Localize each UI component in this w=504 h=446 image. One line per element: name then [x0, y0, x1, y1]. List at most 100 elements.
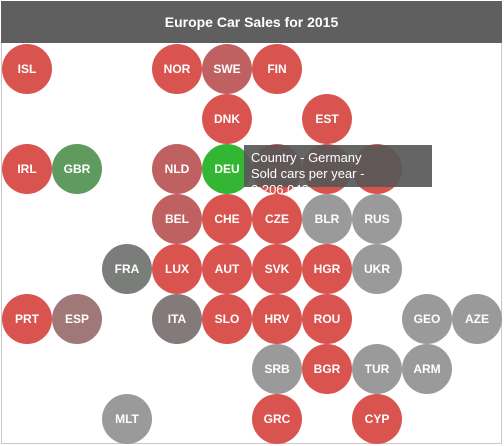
tile-deu[interactable]: DEU [202, 144, 252, 194]
tile-label: ROU [314, 312, 341, 326]
tile-nld[interactable]: NLD [152, 144, 202, 194]
tile-circle[interactable] [102, 394, 152, 444]
tile-label: LUX [165, 262, 189, 276]
tile-circle[interactable] [252, 194, 302, 244]
tile-che[interactable]: CHE [202, 194, 252, 244]
tile-circle[interactable] [302, 244, 352, 294]
tile-circle[interactable] [202, 94, 252, 144]
tile-label: GEO [414, 312, 441, 326]
tile-esp[interactable]: ESP [52, 294, 102, 344]
tile-dnk[interactable]: DNK [202, 94, 252, 144]
tile-circle[interactable] [252, 44, 302, 94]
tile-circle[interactable] [52, 294, 102, 344]
tile-circle[interactable] [152, 244, 202, 294]
tile-fin[interactable]: FIN [252, 44, 302, 94]
tile-arm[interactable]: ARM [402, 344, 452, 394]
tile-label: NLD [165, 162, 190, 176]
tile-circle[interactable] [202, 244, 252, 294]
tile-label: ARM [413, 362, 440, 376]
tile-circle[interactable] [152, 44, 202, 94]
tile-ukr[interactable]: UKR [352, 244, 402, 294]
tile-svk[interactable]: SVK [252, 244, 302, 294]
tile-est[interactable]: EST [302, 94, 352, 144]
tile-label: UKR [364, 262, 390, 276]
tile-isl[interactable]: ISL [2, 44, 52, 94]
tile-label: DEU [214, 162, 239, 176]
tile-label: BLR [315, 212, 340, 226]
tooltip-value: Sold cars per year - 3,206,042 [251, 166, 365, 197]
tile-label: RUS [364, 212, 389, 226]
tile-irl[interactable]: IRL [2, 144, 52, 194]
tile-label: CZE [265, 212, 289, 226]
tile-label: GRC [264, 412, 291, 426]
tile-srb[interactable]: SRB [252, 344, 302, 394]
tile-grc[interactable]: GRC [252, 394, 302, 444]
tile-label: CYP [365, 412, 390, 426]
tile-circle[interactable] [2, 44, 52, 94]
tile-lux[interactable]: LUX [152, 244, 202, 294]
tile-circle[interactable] [452, 294, 502, 344]
tile-aut[interactable]: AUT [202, 244, 252, 294]
tile-circle[interactable] [202, 194, 252, 244]
chart-title: Europe Car Sales for 2015 [1, 1, 502, 43]
tile-circle[interactable] [352, 394, 402, 444]
tile-circle[interactable] [202, 44, 252, 94]
tile-circle[interactable] [302, 94, 352, 144]
tile-circle[interactable] [302, 344, 352, 394]
tile-label: PRT [15, 312, 40, 326]
tile-circle[interactable] [302, 294, 352, 344]
tile-nor[interactable]: NOR [152, 44, 202, 94]
tile-circle[interactable] [202, 294, 252, 344]
tile-label: NOR [164, 62, 191, 76]
tile-circle[interactable] [152, 294, 202, 344]
tile-label: FIN [267, 62, 286, 76]
tile-label: BEL [165, 212, 189, 226]
tile-ita[interactable]: ITA [152, 294, 202, 344]
tile-hrv[interactable]: HRV [252, 294, 302, 344]
tile-circle[interactable] [402, 294, 452, 344]
tile-geo[interactable]: GEO [402, 294, 452, 344]
tile-bel[interactable]: BEL [152, 194, 202, 244]
tile-circle[interactable] [152, 194, 202, 244]
tile-hgr[interactable]: HGR [302, 244, 352, 294]
tile-circle[interactable] [402, 344, 452, 394]
tile-cyp[interactable]: CYP [352, 394, 402, 444]
tile-label: SRB [264, 362, 290, 376]
tile-label: HRV [264, 312, 289, 326]
tile-label: IRL [17, 162, 36, 176]
tile-circle[interactable] [302, 194, 352, 244]
tile-circle[interactable] [202, 144, 252, 194]
tile-fra[interactable]: FRA [102, 244, 152, 294]
tile-circle[interactable] [52, 144, 102, 194]
tile-circle[interactable] [252, 244, 302, 294]
tile-prt[interactable]: PRT [2, 294, 52, 344]
tile-circle[interactable] [352, 244, 402, 294]
tile-mlt[interactable]: MLT [102, 394, 152, 444]
tile-label: ISL [18, 62, 37, 76]
tile-circle[interactable] [352, 194, 402, 244]
tile-label: ESP [65, 312, 89, 326]
tile-circle[interactable] [252, 294, 302, 344]
tile-circle[interactable] [352, 344, 402, 394]
tile-circle[interactable] [102, 244, 152, 294]
tile-rus[interactable]: RUS [352, 194, 402, 244]
tile-aze[interactable]: AZE [452, 294, 502, 344]
tile-cze[interactable]: CZE [252, 194, 302, 244]
tile-label: HGR [314, 262, 341, 276]
tile-bgr[interactable]: BGR [302, 344, 352, 394]
tile-blr[interactable]: BLR [302, 194, 352, 244]
tile-label: EST [315, 112, 339, 126]
tile-swe[interactable]: SWE [202, 44, 252, 94]
tile-label: DNK [214, 112, 240, 126]
tile-circle[interactable] [2, 294, 52, 344]
tile-circle[interactable] [252, 394, 302, 444]
tile-circle[interactable] [2, 144, 52, 194]
tile-circle[interactable] [152, 144, 202, 194]
tile-label: SLO [215, 312, 240, 326]
tile-tur[interactable]: TUR [352, 344, 402, 394]
tile-circle[interactable] [252, 344, 302, 394]
tile-slo[interactable]: SLO [202, 294, 252, 344]
tile-rou[interactable]: ROU [302, 294, 352, 344]
tile-gbr[interactable]: GBR [52, 144, 102, 194]
